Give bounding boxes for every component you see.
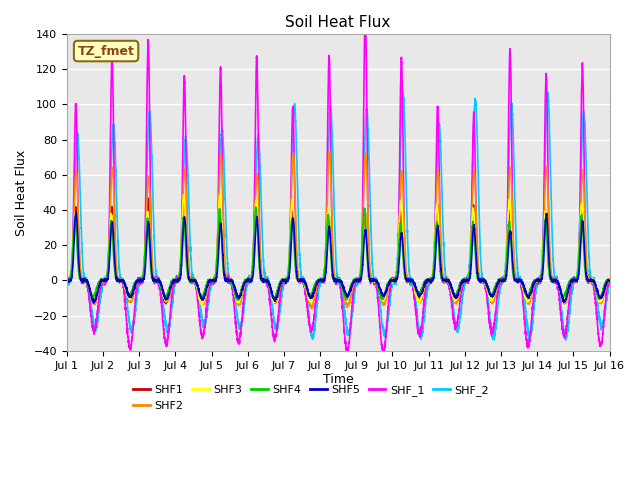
SHF_2 (562, 337, 570, 343)
SHF5 (318, 277, 326, 283)
Line: SHF3: SHF3 (67, 194, 609, 305)
SHF3 (460, 276, 468, 282)
SHF_2 (318, 278, 326, 284)
SHF3 (216, 191, 224, 197)
SHF1 (63, 278, 70, 284)
Line: SHF_1: SHF_1 (67, 13, 609, 353)
SHF2 (605, 278, 613, 284)
SHF_1 (380, 350, 387, 356)
SHF3 (63, 278, 70, 284)
SHF2 (460, 276, 468, 282)
SHF_1 (161, 336, 168, 341)
SHF5 (460, 279, 468, 285)
Line: SHF2: SHF2 (67, 151, 609, 309)
SHF1 (605, 278, 613, 284)
SHF_1 (605, 277, 613, 283)
SHF5 (605, 278, 613, 284)
SHF4 (63, 276, 70, 282)
SHF4 (491, 284, 499, 290)
SHF_2 (430, 258, 438, 264)
SHF4 (318, 278, 326, 284)
Text: TZ_fmet: TZ_fmet (77, 45, 134, 58)
SHF1 (318, 279, 326, 285)
SHF1 (161, 296, 168, 302)
Line: SHF4: SHF4 (67, 207, 609, 300)
SHF2 (605, 276, 613, 282)
SHF3 (318, 278, 326, 284)
SHF4 (161, 293, 168, 299)
Line: SHF5: SHF5 (67, 212, 609, 303)
SHF_2 (491, 334, 499, 340)
SHF2 (161, 294, 168, 300)
SHF2 (63, 278, 70, 284)
SHF5 (605, 279, 613, 285)
SHF5 (72, 209, 80, 215)
SHF3 (198, 302, 206, 308)
SHF1 (163, 301, 170, 307)
SHF_2 (605, 280, 613, 286)
SHF_1 (430, 265, 438, 271)
Title: Soil Heat Flux: Soil Heat Flux (285, 15, 391, 30)
SHF4 (234, 297, 241, 303)
SHF3 (491, 289, 499, 295)
SHF5 (63, 278, 70, 284)
SHF2 (318, 276, 326, 282)
SHF_1 (605, 280, 613, 286)
Legend: SHF1, SHF2, SHF3, SHF4, SHF5, SHF_1, SHF_2: SHF1, SHF2, SHF3, SHF4, SHF5, SHF_1, SHF… (129, 381, 493, 415)
SHF1 (605, 277, 613, 283)
SHF2 (491, 294, 499, 300)
SHF5 (430, 273, 438, 278)
SHF2 (308, 306, 316, 312)
SHF5 (90, 300, 98, 306)
SHF1 (430, 266, 438, 272)
Line: SHF_2: SHF_2 (67, 92, 609, 340)
SHF2 (430, 262, 438, 267)
Y-axis label: Soil Heat Flux: Soil Heat Flux (15, 149, 28, 236)
SHF4 (460, 277, 468, 283)
SHF_2 (161, 314, 168, 320)
SHF_1 (63, 276, 70, 282)
SHF_1 (362, 10, 369, 16)
SHF5 (161, 293, 168, 299)
SHF4 (430, 261, 438, 266)
SHF1 (460, 277, 468, 283)
SHF_1 (491, 316, 499, 322)
SHF5 (491, 289, 499, 295)
SHF_2 (605, 279, 613, 285)
SHF_2 (399, 89, 406, 95)
SHF_1 (460, 277, 468, 283)
SHF_2 (460, 282, 468, 288)
SHF4 (605, 277, 613, 283)
SHF1 (491, 290, 499, 296)
SHF4 (605, 278, 613, 284)
SHF3 (430, 257, 438, 263)
SHF3 (161, 295, 168, 300)
X-axis label: Time: Time (323, 373, 353, 386)
SHF_2 (63, 279, 70, 285)
SHF4 (252, 204, 260, 210)
SHF1 (180, 194, 188, 200)
SHF3 (605, 277, 613, 283)
SHF3 (605, 277, 613, 283)
SHF_1 (318, 277, 326, 283)
SHF2 (325, 148, 333, 154)
Line: SHF1: SHF1 (67, 197, 609, 304)
